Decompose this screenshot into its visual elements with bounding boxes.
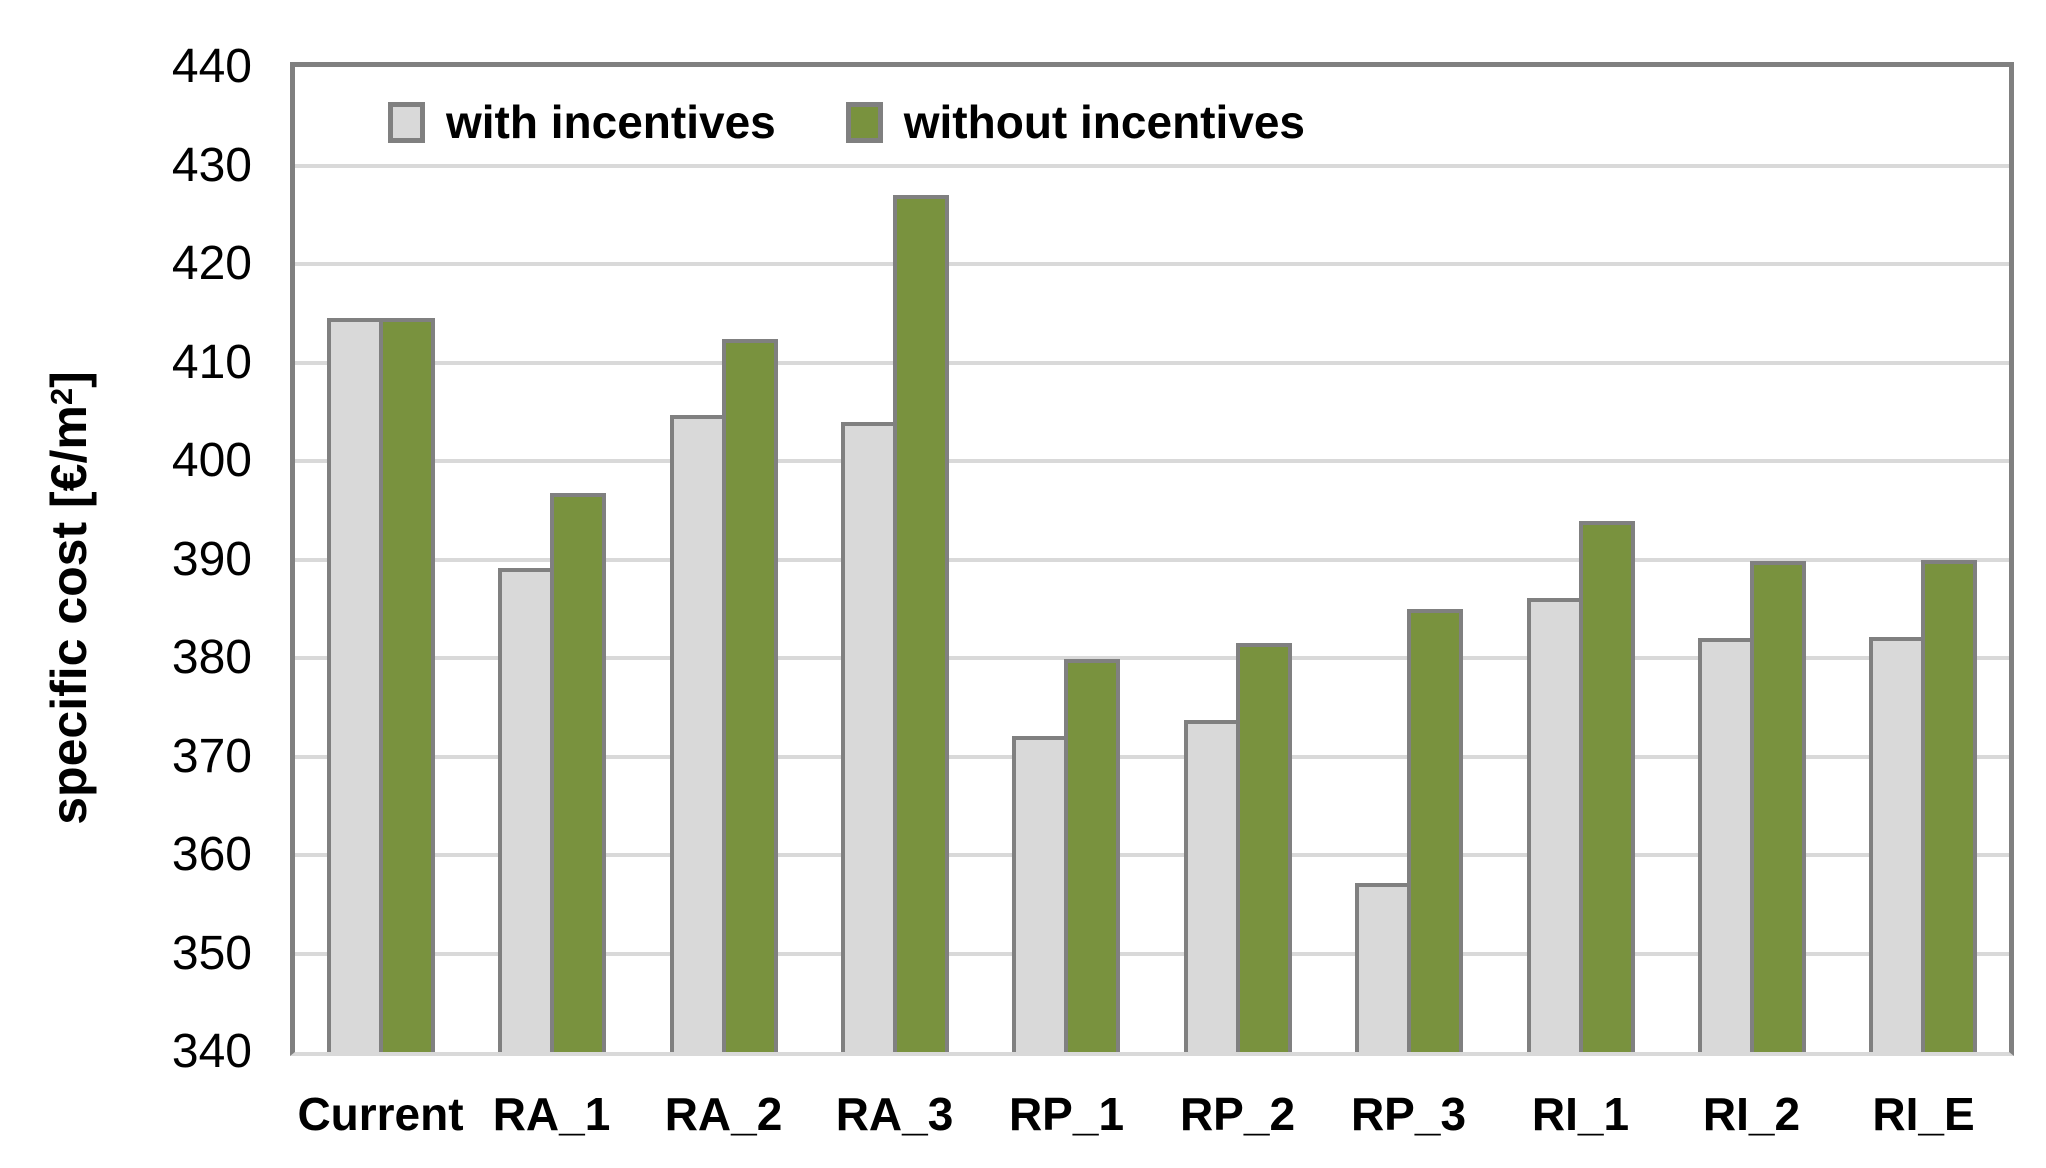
y-tick-label-410: 410 (171, 336, 252, 389)
x-tick-label-RA_3: RA_3 (835, 1088, 954, 1140)
legend-swatch-without-incentives (845, 101, 883, 143)
bar-without-incentives-RI_2 (1750, 561, 1806, 1052)
legend: with incentives without incentives (388, 95, 1305, 149)
gridline-360 (295, 853, 2009, 857)
bar-with-incentives-RI_E (1869, 637, 1925, 1052)
gridline-430 (295, 164, 2009, 168)
gridline-370 (295, 755, 2009, 759)
x-tick-label-RI_2: RI_2 (1702, 1088, 1801, 1140)
bar-with-incentives-RI_2 (1698, 638, 1754, 1052)
y-tick-label-350: 350 (171, 927, 252, 980)
bar-without-incentives-RP_2 (1236, 643, 1292, 1052)
gridline-350 (295, 952, 2009, 956)
bar-with-incentives-RI_1 (1527, 598, 1583, 1052)
bar-with-incentives-RP_2 (1184, 720, 1240, 1052)
y-tick-label-340: 340 (171, 1025, 252, 1078)
x-tick-label-RA_2: RA_2 (664, 1088, 783, 1140)
y-tick-label-400: 400 (171, 434, 252, 487)
bar-without-incentives-RP_3 (1407, 609, 1463, 1052)
bar-without-incentives-RA_3 (893, 195, 949, 1052)
bar-without-incentives-Current (379, 318, 435, 1052)
x-tick-label-RI_E: RI_E (1872, 1088, 1975, 1140)
legend-label: with incentives (446, 96, 776, 148)
x-tick-label-Current: Current (297, 1088, 464, 1140)
gridline-400 (295, 459, 2009, 463)
bar-without-incentives-RP_1 (1064, 659, 1120, 1052)
gridline-420 (295, 262, 2009, 266)
bar-without-incentives-RA_1 (550, 493, 606, 1052)
x-tick-label-RP_2: RP_2 (1179, 1088, 1296, 1140)
x-tick-label-RA_1: RA_1 (492, 1088, 611, 1140)
legend-item-without-incentives: without incentives (845, 95, 1306, 149)
bar-without-incentives-RI_E (1921, 560, 1977, 1052)
legend-swatch-with-incentives (388, 101, 425, 143)
y-tick-label-440: 440 (171, 40, 252, 93)
y-tick-label-380: 380 (171, 631, 252, 684)
plot-area: with incentives without incentives (290, 62, 2014, 1056)
bar-with-incentives-Current (327, 318, 383, 1052)
gridline-390 (295, 558, 2009, 562)
y-tick-label-420: 420 (171, 237, 252, 290)
legend-label: without incentives (903, 96, 1306, 148)
gridline-380 (295, 656, 2009, 660)
gridline-410 (295, 361, 2009, 365)
bar-without-incentives-RA_2 (722, 339, 778, 1052)
bar-with-incentives-RA_1 (498, 568, 554, 1052)
y-tick-label-390: 390 (171, 533, 252, 586)
y-tick-label-430: 430 (171, 139, 252, 192)
y-tick-label-370: 370 (171, 730, 252, 783)
bar-with-incentives-RA_3 (841, 422, 897, 1052)
bar-without-incentives-RI_1 (1579, 521, 1635, 1052)
x-tick-label-RP_3: RP_3 (1350, 1088, 1467, 1140)
bar-with-incentives-RP_3 (1355, 883, 1411, 1052)
bar-with-incentives-RP_1 (1012, 736, 1068, 1052)
y-tick-label-360: 360 (171, 828, 252, 881)
x-tick-label-RP_1: RP_1 (1008, 1088, 1125, 1140)
y-axis-title: specific cost [€/m2] (34, 328, 97, 868)
legend-item-with-incentives: with incentives (388, 95, 776, 149)
bar-with-incentives-RA_2 (670, 415, 726, 1052)
x-tick-label-RI_1: RI_1 (1531, 1088, 1630, 1140)
